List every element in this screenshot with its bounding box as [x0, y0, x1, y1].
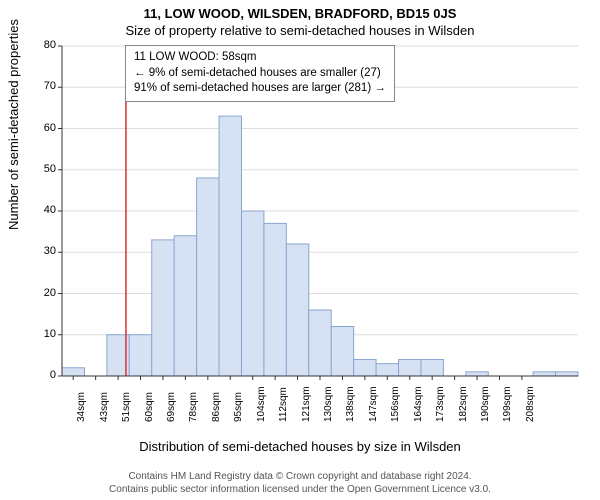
histogram-bar [331, 327, 353, 377]
x-tick-label: 104sqm [256, 386, 267, 422]
x-tick-label: 208sqm [525, 386, 536, 422]
y-tick-label: 80 [28, 39, 56, 51]
histogram-bar [309, 310, 331, 376]
y-tick-label: 40 [28, 204, 56, 216]
y-tick-label: 60 [28, 122, 56, 134]
infobox-line1: 11 LOW WOOD: 58sqm [134, 50, 386, 66]
x-tick-label: 130sqm [323, 386, 334, 422]
histogram-bar [174, 236, 196, 376]
y-tick-label: 70 [28, 80, 56, 92]
histogram-bar [219, 116, 241, 376]
histogram-bar [376, 364, 398, 376]
y-tick-label: 10 [28, 328, 56, 340]
y-tick-label: 50 [28, 163, 56, 175]
chart-title-main: 11, LOW WOOD, WILSDEN, BRADFORD, BD15 0J… [0, 0, 600, 21]
histogram-bar [286, 244, 308, 376]
y-tick-label: 0 [28, 369, 56, 381]
x-tick-label: 173sqm [435, 386, 446, 422]
chart-title-sub: Size of property relative to semi-detach… [0, 21, 600, 38]
histogram-bar [354, 360, 376, 377]
histogram-bar [421, 360, 443, 377]
x-tick-label: 121sqm [301, 386, 312, 422]
x-tick-label: 190sqm [480, 386, 491, 422]
x-tick-label: 199sqm [502, 386, 513, 422]
x-tick-label: 43sqm [99, 392, 110, 422]
histogram-bar [556, 372, 578, 376]
footer-line2: Contains public sector information licen… [0, 483, 600, 496]
x-tick-label: 60sqm [144, 392, 155, 422]
infobox-line2: ← 9% of semi-detached houses are smaller… [134, 66, 386, 82]
x-tick-label: 156sqm [390, 386, 401, 422]
x-tick-label: 112sqm [278, 387, 289, 422]
x-tick-label: 138sqm [345, 386, 356, 422]
chart-infobox: 11 LOW WOOD: 58sqm ← 9% of semi-detached… [125, 45, 395, 102]
histogram-bar [241, 211, 263, 376]
x-tick-label: 34sqm [76, 392, 87, 422]
x-tick-label: 86sqm [211, 392, 222, 422]
histogram-bar [264, 223, 286, 376]
infobox-line3: 91% of semi-detached houses are larger (… [134, 81, 386, 97]
histogram-bar [62, 368, 84, 376]
x-tick-label: 182sqm [458, 386, 469, 422]
x-axis-label: Distribution of semi-detached houses by … [0, 439, 600, 454]
x-tick-label: 164sqm [413, 386, 424, 422]
y-tick-label: 20 [28, 287, 56, 299]
histogram-bar [399, 360, 421, 377]
histogram-bar [152, 240, 174, 376]
y-tick-label: 30 [28, 245, 56, 257]
footer-line1: Contains HM Land Registry data © Crown c… [0, 470, 600, 483]
histogram-bar [129, 335, 151, 376]
histogram-bar [533, 372, 555, 376]
footer-attribution: Contains HM Land Registry data © Crown c… [0, 470, 600, 496]
x-tick-label: 147sqm [368, 386, 379, 422]
x-tick-label: 78sqm [188, 392, 199, 422]
x-tick-label: 69sqm [166, 392, 177, 422]
histogram-bar [197, 178, 219, 376]
x-tick-label: 51sqm [121, 392, 132, 422]
histogram-bar [466, 372, 488, 376]
x-tick-label: 95sqm [233, 392, 244, 422]
